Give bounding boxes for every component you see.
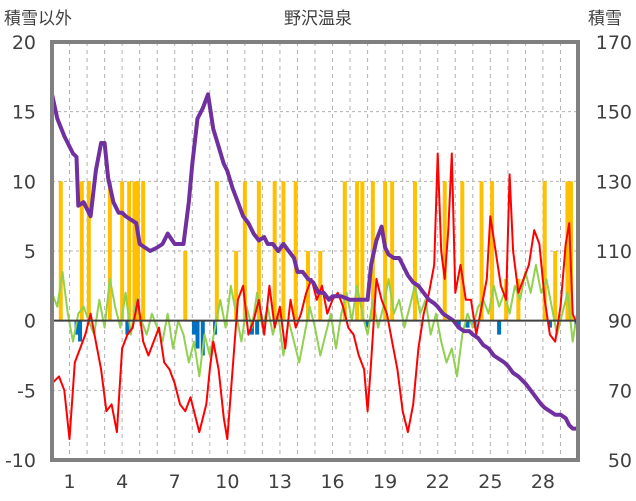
x-tick-label: 28 bbox=[531, 471, 555, 493]
sunshine-bar bbox=[553, 251, 558, 321]
plot-frame bbox=[50, 40, 580, 462]
sunshine-bar bbox=[79, 181, 84, 321]
sunshine-bar bbox=[293, 181, 298, 321]
right-axis-ticks: 50 70 90 110 130 150 170 bbox=[596, 32, 632, 472]
x-tick-label: 13 bbox=[268, 471, 292, 493]
sunshine-bar bbox=[479, 181, 484, 321]
snow-depth-line bbox=[50, 92, 578, 431]
precipitation-bar bbox=[195, 320, 200, 349]
sunshine-bar bbox=[360, 181, 365, 321]
sunshine-bar bbox=[141, 181, 146, 321]
sunshine-bar bbox=[256, 181, 261, 321]
right-tick-label: 70 bbox=[608, 380, 632, 402]
sunshine-bar bbox=[183, 251, 188, 321]
sunshine-bar bbox=[234, 251, 239, 321]
sunshine-bar bbox=[107, 181, 112, 321]
sunshine-bar bbox=[460, 181, 465, 321]
right-tick-label: 50 bbox=[608, 450, 632, 472]
x-tick-label: 25 bbox=[478, 471, 502, 493]
sunshine-bar bbox=[342, 181, 347, 321]
right-tick-label: 130 bbox=[596, 171, 632, 193]
sunshine-bar bbox=[565, 181, 570, 321]
right-tick-label: 170 bbox=[596, 32, 632, 54]
precipitation-bar bbox=[78, 320, 83, 342]
sunshine-bar bbox=[390, 181, 395, 321]
right-tick-label: 150 bbox=[596, 102, 632, 124]
sunshine-bar bbox=[412, 181, 417, 321]
left-tick-label: 20 bbox=[12, 32, 36, 54]
right-tick-label: 90 bbox=[608, 311, 632, 333]
x-tick-label: 10 bbox=[215, 471, 239, 493]
x-tick-label: 22 bbox=[426, 471, 450, 493]
x-tick-label: 19 bbox=[373, 471, 397, 493]
x-tick-label: 7 bbox=[169, 471, 181, 493]
sunshine-bar bbox=[272, 181, 277, 321]
x-tick-label: 4 bbox=[116, 471, 128, 493]
sunshine-bar bbox=[214, 181, 219, 321]
precipitation-bar bbox=[192, 320, 197, 335]
sunshine-bar bbox=[355, 181, 360, 321]
sunshine-bar bbox=[281, 181, 286, 321]
left-tick-label: 0 bbox=[24, 311, 36, 333]
sunshine-bar bbox=[242, 181, 247, 321]
precipitation-bar bbox=[465, 320, 470, 328]
precipitation-bar bbox=[497, 320, 502, 335]
x-tick-label: 1 bbox=[63, 471, 75, 493]
precipitation-bar bbox=[456, 320, 461, 328]
left-axis-label: 積雪以外 bbox=[4, 9, 72, 29]
precipitation-bar bbox=[255, 320, 260, 335]
sunshine-bar bbox=[86, 181, 91, 321]
left-tick-label: 10 bbox=[12, 171, 36, 193]
left-tick-label: 15 bbox=[12, 102, 36, 124]
left-tick-label: -5 bbox=[17, 380, 36, 402]
x-axis-ticks: 1 4 7 10 13 16 19 22 25 28 bbox=[63, 471, 555, 493]
sunshine-bar bbox=[516, 278, 521, 321]
sunshine-bar bbox=[442, 181, 447, 321]
left-tick-label: 5 bbox=[24, 241, 36, 263]
sunshine-bar bbox=[127, 181, 132, 321]
temperature-line bbox=[51, 152, 579, 441]
precipitation-bar bbox=[200, 320, 205, 356]
sunshine-bar bbox=[120, 181, 125, 321]
left-axis-ticks: -10 -5 0 5 10 15 20 bbox=[5, 32, 36, 472]
sunshine-bar bbox=[490, 181, 495, 321]
precipitation-bar bbox=[547, 320, 552, 328]
sunshine-bar bbox=[132, 181, 137, 321]
sunshine-bar bbox=[542, 181, 547, 321]
sunshine-bar bbox=[318, 251, 323, 321]
precipitation-bar bbox=[365, 320, 370, 328]
left-tick-label: -10 bbox=[5, 450, 36, 472]
right-tick-label: 110 bbox=[596, 241, 632, 263]
right-axis-label: 積雪 bbox=[588, 9, 622, 29]
bars bbox=[58, 181, 579, 356]
precipitation-bar bbox=[125, 320, 130, 335]
x-tick-label: 16 bbox=[320, 471, 344, 493]
chart-title: 野沢温泉 bbox=[284, 9, 352, 29]
sunshine-bar bbox=[135, 181, 140, 321]
sunshine-bar bbox=[58, 181, 63, 321]
series-lines bbox=[50, 92, 579, 441]
